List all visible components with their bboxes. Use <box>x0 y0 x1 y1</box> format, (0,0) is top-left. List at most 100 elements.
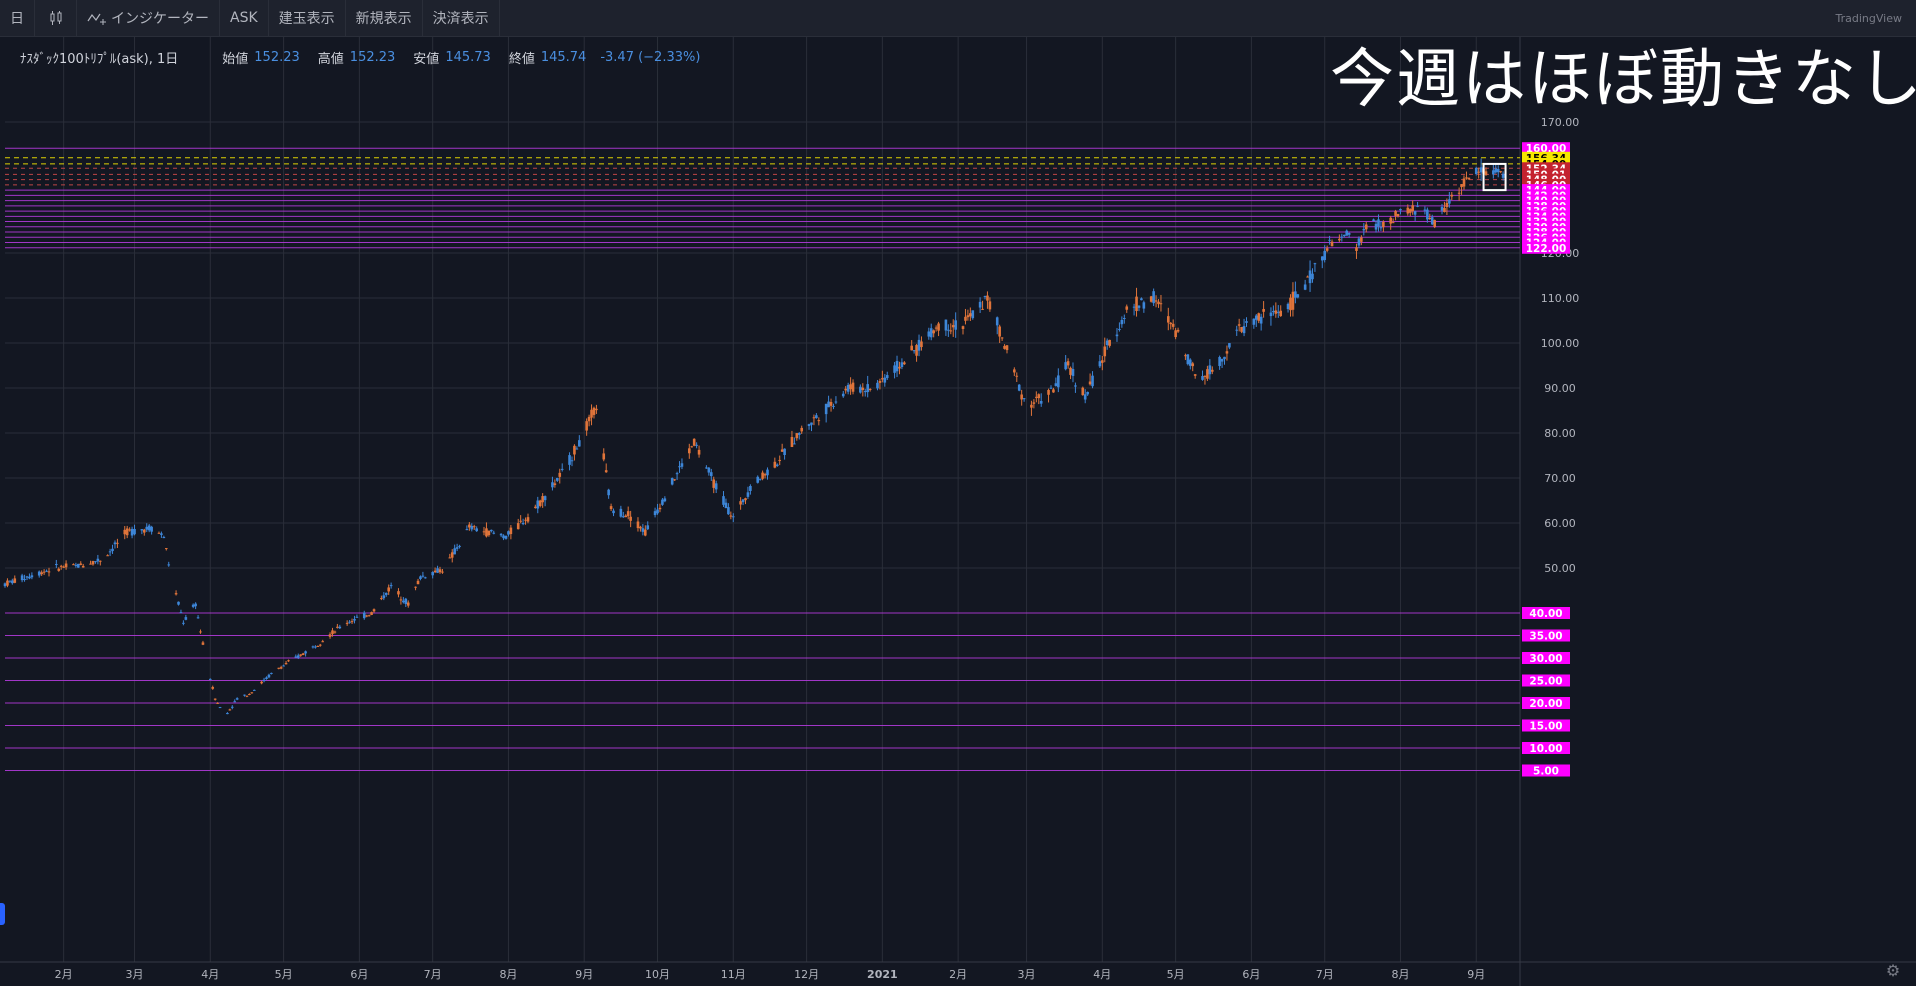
candle-body <box>284 663 288 665</box>
level-label: 15.00 <box>1529 721 1562 733</box>
scroll-handle[interactable] <box>0 903 5 925</box>
candle-body <box>1252 318 1256 325</box>
candle-body <box>1303 284 1307 290</box>
candle-body <box>729 515 733 517</box>
price-chart[interactable]: 170.00120.00110.00100.0090.0080.0070.006… <box>0 37 1916 986</box>
candle-body <box>995 317 999 326</box>
candle-body <box>1074 385 1077 387</box>
candle-body <box>1191 363 1195 367</box>
candle-body <box>1047 389 1050 395</box>
candle-body <box>731 516 735 518</box>
candle-body <box>1123 318 1126 320</box>
candle-body <box>270 672 273 674</box>
indicators-button[interactable]: インジケーター <box>77 0 220 36</box>
chart-area[interactable]: 170.00120.00110.00100.0090.0080.0070.006… <box>0 37 1916 986</box>
candle-body <box>1399 208 1402 211</box>
candle-body <box>199 631 202 633</box>
candle-body <box>783 448 786 455</box>
candle-body <box>1430 217 1434 225</box>
candle-body <box>402 600 405 603</box>
candle-body <box>1140 298 1143 301</box>
candle-body <box>1274 310 1278 314</box>
candle-body <box>1340 236 1344 238</box>
symbol-label[interactable]: ﾅｽﾀﾞｯｸ100ﾄﾘﾌﾟﾙ(ask), 1日 <box>20 52 179 67</box>
candle-body <box>1257 313 1261 321</box>
candle-body <box>94 561 97 563</box>
candle-body <box>304 651 307 654</box>
candle-body <box>1396 214 1400 217</box>
candle-body <box>509 527 513 535</box>
candle-body <box>971 310 975 319</box>
candle-body <box>910 345 913 351</box>
level-label: 35.00 <box>1529 631 1562 643</box>
candle-body <box>470 525 474 530</box>
candle-body <box>1054 383 1058 386</box>
candle-body <box>47 571 51 573</box>
candle-body <box>893 365 896 373</box>
candle-body <box>42 571 46 573</box>
candle-body <box>612 510 615 514</box>
candle-body <box>441 571 444 573</box>
candle-body <box>1157 301 1160 305</box>
candle-body <box>89 563 92 565</box>
candle-body <box>1208 365 1212 375</box>
candle-body <box>77 563 80 568</box>
positions-button[interactable]: 建玉表示 <box>269 0 346 36</box>
candle-body <box>164 548 168 550</box>
candle-body <box>472 526 476 528</box>
level-label-bg <box>1522 674 1570 687</box>
candle-body <box>355 616 359 618</box>
candle-body <box>421 575 425 577</box>
settled-button[interactable]: 決済表示 <box>423 0 500 36</box>
candle-body <box>675 473 679 475</box>
candle-body <box>174 593 178 595</box>
candle-body <box>79 563 83 565</box>
candle-body <box>756 476 760 483</box>
candle-body <box>746 492 750 497</box>
candle-body <box>1228 343 1231 348</box>
candle-body <box>99 560 102 562</box>
candle-body <box>876 382 879 389</box>
candle-body <box>228 709 232 711</box>
high-label: 高値 <box>317 52 344 67</box>
candle-body <box>1272 310 1275 313</box>
candle-body <box>1135 296 1138 312</box>
y-tick-label: 70.00 <box>1544 472 1576 485</box>
candle-body <box>1022 398 1026 400</box>
candle-body <box>20 575 24 581</box>
candle-body <box>1377 219 1380 227</box>
candle-body <box>817 420 821 422</box>
candle-body <box>1223 356 1226 360</box>
candle-body <box>917 339 921 351</box>
candle-body <box>741 499 745 503</box>
candle-body <box>389 585 393 587</box>
candle-body <box>287 660 290 662</box>
candle-body <box>1276 311 1280 313</box>
candle-body <box>829 402 833 406</box>
candle-body <box>299 654 303 656</box>
candle-body <box>40 572 43 575</box>
candle-body <box>25 576 29 578</box>
candle-body <box>1374 223 1378 230</box>
candle-body <box>863 391 867 393</box>
candle-body <box>116 542 119 544</box>
ask-button[interactable]: ASK <box>220 0 269 36</box>
candle-body <box>551 482 554 488</box>
candle-body <box>145 526 149 530</box>
candle-body <box>1379 227 1383 229</box>
interval-button[interactable]: 日 <box>0 0 35 36</box>
y-tick-label: 90.00 <box>1544 382 1576 395</box>
candle-body <box>1013 369 1016 373</box>
candle-body <box>859 386 862 393</box>
candle-body <box>1030 404 1033 408</box>
candle-body <box>878 380 882 383</box>
new-orders-button[interactable]: 新規表示 <box>346 0 423 36</box>
candle-body <box>861 387 865 390</box>
gear-icon[interactable]: ⚙ <box>1885 961 1901 980</box>
candle-body <box>1152 291 1155 304</box>
candle-body <box>932 330 935 334</box>
candle-body <box>595 408 598 411</box>
candle-body <box>761 472 764 479</box>
chart-type-icon[interactable] <box>35 0 77 36</box>
candle-body <box>1467 177 1471 180</box>
